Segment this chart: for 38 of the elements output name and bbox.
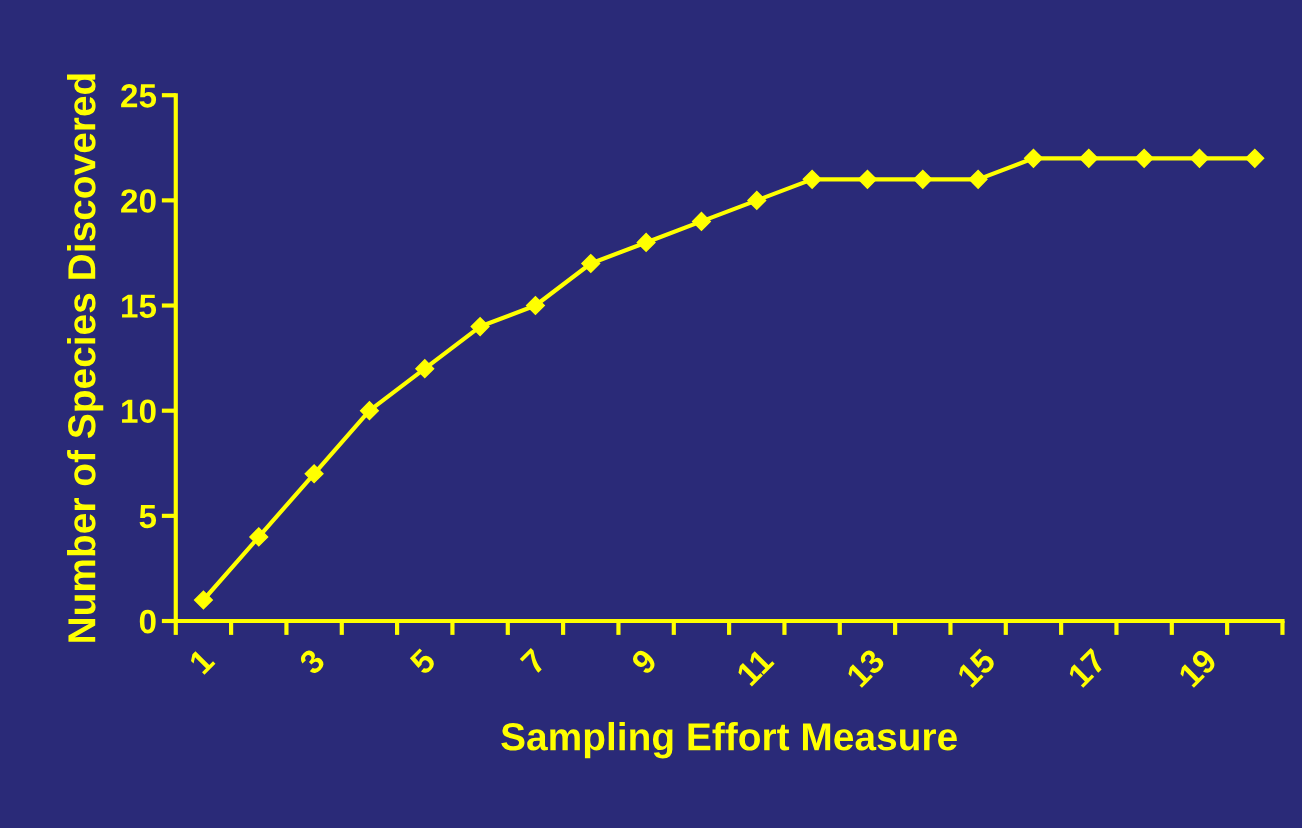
x-tick-label: 11	[735, 647, 775, 687]
point	[415, 359, 435, 379]
point	[1079, 148, 1099, 168]
point	[1023, 148, 1043, 168]
y-axis-title: Number of Species Discovered	[67, 74, 104, 642]
point	[636, 232, 656, 252]
x-tick-label: 17	[1067, 647, 1107, 688]
point	[1134, 148, 1154, 168]
point	[747, 190, 767, 210]
point	[1245, 148, 1265, 168]
y-tick-label: 25	[121, 84, 157, 108]
point	[470, 317, 490, 337]
point	[249, 527, 269, 547]
point	[968, 169, 988, 189]
point	[1189, 148, 1210, 168]
x-tick-label: 13	[845, 647, 887, 689]
point	[304, 464, 324, 484]
y-tick-label: 0	[139, 609, 156, 634]
x-tick-label: 19	[1177, 647, 1219, 689]
x-tick-label: 15	[956, 647, 997, 689]
x-tick-label: 5	[408, 647, 437, 676]
x-tick-label: 3	[297, 647, 327, 676]
point	[525, 295, 545, 316]
point	[913, 169, 933, 189]
x-axis-title: Sampling Effort Measure	[501, 721, 957, 759]
point	[359, 401, 379, 421]
point	[691, 211, 711, 231]
point	[581, 253, 601, 274]
x-tick-label: 7	[519, 647, 548, 676]
point	[193, 590, 213, 610]
y-tick-label: 5	[139, 504, 157, 529]
point	[802, 169, 822, 189]
y-tick-label: 20	[121, 189, 156, 213]
y-tick-label: 15	[122, 294, 157, 318]
x-tick-label: 1	[188, 647, 216, 675]
x-tick-label: 9	[630, 647, 659, 676]
y-tick-label: 10	[122, 399, 156, 424]
point	[857, 169, 877, 189]
